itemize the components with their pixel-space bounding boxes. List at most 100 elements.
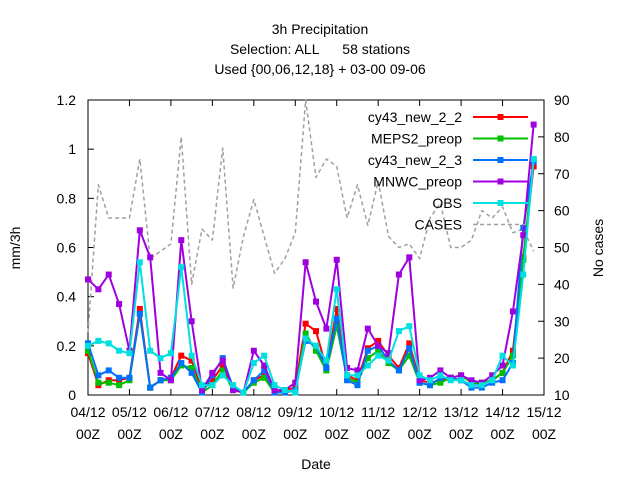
x-tick-label-date: 09/12 bbox=[278, 404, 313, 420]
x-tick-label-date: 11/12 bbox=[361, 404, 395, 420]
data-point bbox=[147, 254, 154, 261]
data-point bbox=[385, 357, 392, 364]
y2-tick-label: 30 bbox=[554, 313, 570, 329]
data-point bbox=[126, 374, 133, 381]
data-point bbox=[188, 352, 195, 359]
data-point bbox=[250, 377, 257, 384]
data-point bbox=[271, 387, 278, 394]
data-point bbox=[344, 377, 351, 384]
legend: cy43_new_2_2 MEPS2_preop cy43_new_2_3 MNWC_… bbox=[368, 109, 528, 233]
data-point bbox=[292, 379, 299, 386]
data-point bbox=[261, 367, 268, 374]
x-tick-label-date: 04/12 bbox=[70, 404, 105, 420]
x-tick-label-date: 06/12 bbox=[153, 404, 188, 420]
data-point bbox=[344, 372, 351, 379]
data-point bbox=[437, 367, 444, 374]
data-point bbox=[406, 352, 413, 359]
data-point bbox=[302, 320, 309, 327]
data-point bbox=[116, 347, 123, 354]
x-tick-label-hour: 00Z bbox=[242, 426, 267, 442]
data-point bbox=[375, 347, 382, 354]
data-point bbox=[126, 350, 133, 357]
legend-marker bbox=[497, 157, 504, 163]
data-point bbox=[437, 379, 444, 386]
data-point bbox=[157, 377, 164, 384]
data-point bbox=[230, 382, 237, 389]
data-point bbox=[188, 369, 195, 376]
legend-item: MNWC_preop bbox=[373, 174, 528, 190]
data-point bbox=[261, 352, 268, 359]
data-point bbox=[230, 387, 237, 394]
x-tick-label-date: 10/12 bbox=[319, 404, 354, 420]
legend-label: OBS bbox=[432, 195, 462, 211]
x-tick-label-hour: 00Z bbox=[200, 426, 225, 442]
x-tick-label-date: 12/12 bbox=[402, 404, 437, 420]
data-point bbox=[489, 377, 496, 384]
x-tick-label-hour: 00Z bbox=[283, 426, 308, 442]
data-point bbox=[530, 121, 537, 128]
x-tick-label-hour: 00Z bbox=[325, 426, 350, 442]
data-point bbox=[333, 323, 340, 330]
y2-tick-label: 70 bbox=[554, 166, 570, 182]
data-point bbox=[447, 377, 454, 384]
data-point bbox=[250, 360, 257, 367]
data-point bbox=[136, 227, 143, 234]
data-point bbox=[395, 367, 402, 374]
legend-label: cy43_new_2_2 bbox=[368, 109, 462, 125]
data-point bbox=[416, 377, 423, 384]
legend-label: cy43_new_2_3 bbox=[368, 152, 462, 168]
data-point bbox=[116, 382, 123, 389]
y-tick-label: 0.6 bbox=[57, 240, 77, 256]
title-line-2: Selection: ALL 58 stations bbox=[230, 41, 410, 57]
x-tick-label-hour: 00Z bbox=[532, 426, 557, 442]
x-tick-label-hour: 00Z bbox=[76, 426, 101, 442]
data-point bbox=[354, 372, 361, 379]
data-point bbox=[105, 367, 112, 374]
series-line bbox=[87, 158, 535, 394]
x-tick-label-hour: 00Z bbox=[159, 426, 184, 442]
data-point bbox=[458, 377, 465, 384]
data-point bbox=[354, 382, 361, 389]
data-point bbox=[199, 382, 205, 389]
data-point bbox=[178, 237, 185, 244]
data-point bbox=[209, 382, 216, 389]
data-point bbox=[147, 347, 154, 354]
x-tick-label-date: 13/12 bbox=[444, 404, 479, 420]
data-point bbox=[178, 264, 185, 271]
y2-axis-label: No cases bbox=[590, 219, 606, 277]
data-point bbox=[385, 350, 392, 357]
x-tick-label-hour: 00Z bbox=[117, 426, 142, 442]
series-line bbox=[87, 124, 535, 394]
data-point bbox=[105, 340, 112, 347]
data-point bbox=[499, 352, 506, 359]
data-point bbox=[209, 377, 216, 384]
legend-label: MNWC_preop bbox=[373, 174, 462, 190]
data-point bbox=[406, 254, 413, 261]
data-point bbox=[95, 372, 102, 379]
data-point bbox=[302, 335, 309, 342]
data-point bbox=[499, 362, 506, 369]
data-point bbox=[499, 377, 506, 384]
data-point bbox=[313, 342, 319, 349]
y2-tick-label: 20 bbox=[554, 350, 570, 366]
data-point bbox=[95, 379, 102, 386]
data-point bbox=[85, 347, 91, 354]
x-tick-label-date: 14/12 bbox=[485, 404, 520, 420]
legend-marker bbox=[497, 200, 504, 206]
data-point bbox=[364, 362, 371, 369]
data-point bbox=[292, 389, 299, 396]
data-point bbox=[530, 156, 537, 162]
data-point bbox=[375, 352, 382, 359]
data-point bbox=[437, 372, 444, 379]
legend-item: OBS bbox=[432, 195, 528, 211]
data-point bbox=[240, 389, 247, 396]
data-point bbox=[520, 232, 527, 239]
y-axis-label: mm/3h bbox=[7, 227, 23, 270]
data-point bbox=[333, 256, 340, 263]
data-point bbox=[375, 337, 382, 344]
data-point bbox=[468, 377, 475, 384]
data-point bbox=[395, 328, 402, 335]
data-point bbox=[199, 387, 205, 394]
data-point bbox=[219, 367, 226, 374]
